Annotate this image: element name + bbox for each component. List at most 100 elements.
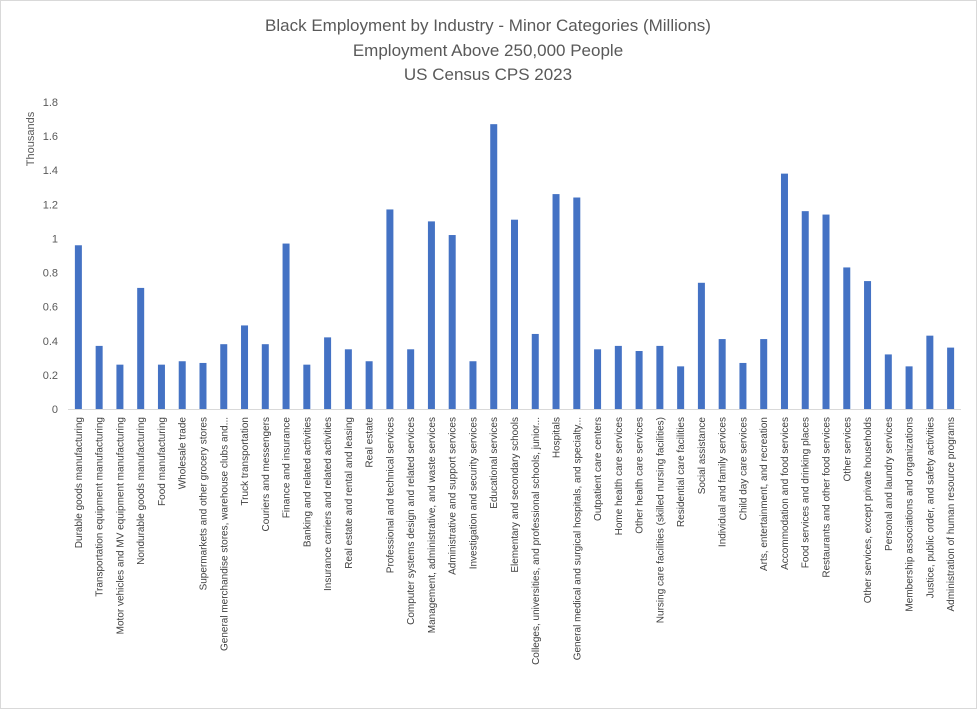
x-category-label: Nursing care facilities (skilled nursing… <box>655 417 666 623</box>
bar <box>448 235 456 409</box>
bar <box>677 366 685 409</box>
y-tick-label: 1 <box>52 233 58 245</box>
x-category-label: Food manufacturing <box>157 417 168 506</box>
y-tick-label: 0.4 <box>43 336 58 348</box>
bar <box>427 221 435 409</box>
bar <box>261 344 269 409</box>
x-category-label: Elementary and secondary schools <box>510 417 521 573</box>
y-tick-label: 0 <box>52 404 58 416</box>
x-category-label: Restaurants and other food services <box>822 417 833 578</box>
bar <box>324 337 332 409</box>
x-category-label: Individual and family services <box>718 417 729 547</box>
bar <box>241 325 249 409</box>
x-category-label: Colleges, universities, and professional… <box>531 417 542 665</box>
x-category-label: Social assistance <box>697 417 708 495</box>
bar <box>178 361 186 409</box>
bar <box>407 349 415 409</box>
y-tick-label: 1.8 <box>43 97 58 109</box>
x-category-label: Other services, except private household… <box>863 417 874 603</box>
x-category-label: Child day care services <box>738 417 749 520</box>
x-category-label: Wholesale trade <box>178 417 189 490</box>
x-category-label: Truck transportation <box>240 417 251 506</box>
bar <box>552 194 560 409</box>
x-category-label: Management, administrative, and waste se… <box>427 417 438 633</box>
x-category-label: Arts, entertainment, and recreation <box>759 417 770 571</box>
x-category-label: Outpatient care centers <box>593 417 604 521</box>
x-category-label: Couriers and messengers <box>261 417 272 532</box>
bar <box>926 335 934 409</box>
x-category-label: Other services <box>842 417 853 481</box>
bar <box>947 347 955 409</box>
x-category-label: Transportation equipment manufacturing <box>95 417 106 597</box>
x-category-label: General medical and surgical hospitals, … <box>572 417 583 660</box>
bar <box>697 282 705 409</box>
x-category-label: Educational services <box>489 417 500 509</box>
chart-title-line-2: Employment Above 250,000 People <box>353 41 623 60</box>
bar <box>282 243 290 409</box>
y-tick-label: 1.6 <box>43 131 58 143</box>
bar <box>780 173 788 409</box>
bar <box>884 354 892 409</box>
chart-title-line-3: US Census CPS 2023 <box>404 65 572 84</box>
bar <box>573 197 581 409</box>
x-axis-labels: Durable goods manufacturing Transportatio… <box>74 417 957 665</box>
bar <box>116 364 124 409</box>
bar <box>801 211 809 409</box>
x-category-label: Computer systems design and related serv… <box>406 417 417 625</box>
bar <box>220 344 228 409</box>
x-category-label: Motor vehicles and MV equipment manufact… <box>115 417 126 634</box>
bar <box>511 219 518 409</box>
bar <box>905 366 913 409</box>
bar <box>157 364 165 409</box>
x-category-label: Finance and insurance <box>282 417 293 519</box>
x-category-label: Justice, public order, and safety activi… <box>925 417 936 598</box>
x-category-label: General merchandise stores, warehouse cl… <box>219 417 230 651</box>
x-category-label: Investigation and security services <box>468 417 479 569</box>
y-tick-label: 0.2 <box>43 370 58 382</box>
bar <box>365 361 373 409</box>
bar <box>490 124 498 409</box>
x-category-label: Banking and related activities <box>302 417 313 547</box>
y-tick-label: 0.6 <box>43 302 58 314</box>
x-category-label: Personal and laundry services <box>884 417 895 551</box>
bar <box>95 345 103 409</box>
y-axis-title: Thousands <box>25 111 37 166</box>
y-tick-label: 1.2 <box>43 199 58 211</box>
bar <box>594 349 602 409</box>
x-category-label: Durable goods manufacturing <box>74 417 85 548</box>
x-category-label: Administration of human resource program… <box>946 417 957 612</box>
bar <box>656 345 664 409</box>
bar <box>303 364 311 409</box>
x-category-label: Residential care facilities <box>676 417 687 527</box>
x-category-label: Supermarkets and other grocery stores <box>198 417 209 590</box>
bar <box>469 361 477 409</box>
x-category-label: Real estate <box>365 417 376 468</box>
bar <box>614 345 622 409</box>
chart-title: Black Employment by Industry - Minor Cat… <box>265 16 711 84</box>
bars <box>74 124 955 409</box>
bar <box>739 362 747 409</box>
x-category-label: Food services and drinking places <box>801 417 812 568</box>
bar <box>822 214 830 409</box>
x-category-label: Home health care services <box>614 417 625 535</box>
bar <box>74 245 82 409</box>
y-tick-label: 1.4 <box>43 165 58 177</box>
bar <box>531 333 539 409</box>
bar <box>760 339 768 409</box>
bar <box>344 349 352 409</box>
bar <box>635 351 643 409</box>
x-category-label: Professional and technical services <box>385 417 396 573</box>
x-category-label: Hospitals <box>552 417 563 458</box>
bar <box>864 281 872 409</box>
bar <box>843 267 851 409</box>
bar <box>199 362 207 409</box>
x-category-label: Accommodation and food services <box>780 417 791 570</box>
y-tick-label: 0.8 <box>43 268 58 280</box>
x-category-label: Other health care services <box>635 417 646 534</box>
x-category-label: Insurance carriers and related activitie… <box>323 417 334 591</box>
y-axis-ticks: 0 0.2 0.4 0.6 0.8 1 1.2 1.4 1.6 1.8 <box>43 97 58 416</box>
x-category-label: Administrative and support services <box>448 417 459 575</box>
x-category-label: Membership associations and organization… <box>905 417 916 612</box>
